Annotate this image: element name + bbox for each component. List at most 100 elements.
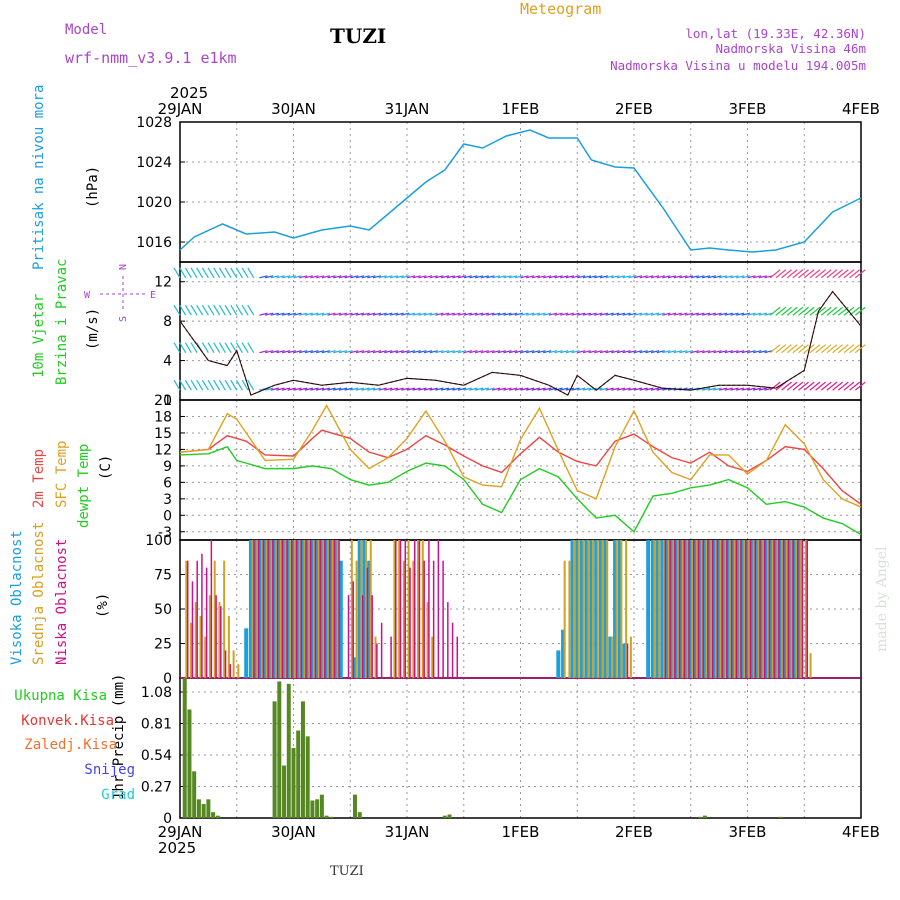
wind-barb xyxy=(656,350,665,354)
wind-barb xyxy=(701,275,711,279)
cloud-bar xyxy=(726,540,728,678)
wind-barb xyxy=(384,387,393,391)
wind-barb xyxy=(190,342,198,353)
wind-barb xyxy=(310,275,319,279)
cloud-bar xyxy=(315,540,320,678)
wind-barb xyxy=(270,275,279,279)
cloud-bar xyxy=(721,540,726,678)
wind-barb xyxy=(837,269,849,279)
wind-barb xyxy=(270,387,279,391)
wind-barb xyxy=(514,387,523,391)
cloud-bar xyxy=(251,540,254,678)
cloud-bar xyxy=(371,595,373,678)
cloud-bar xyxy=(263,540,268,678)
wind-barb xyxy=(446,312,455,316)
wind-barb xyxy=(361,387,370,391)
wind-barb xyxy=(235,304,243,316)
cloud-bar xyxy=(769,540,774,678)
cloud-bar xyxy=(740,540,742,678)
wind-barb xyxy=(406,387,416,391)
wind-barb xyxy=(645,312,654,316)
y-tick-label: 0 xyxy=(163,811,172,827)
cloud-bar xyxy=(265,540,268,678)
wind-barb xyxy=(241,379,249,391)
cloud-bar xyxy=(360,540,363,678)
y-tick-label: 25 xyxy=(154,637,172,653)
temp-line-0 xyxy=(179,429,862,505)
cloud-bar xyxy=(686,540,689,678)
wind-barb xyxy=(775,344,787,354)
wind-speed-line xyxy=(179,290,862,396)
cloud-bar xyxy=(276,540,279,678)
wind-barb xyxy=(497,275,506,279)
wind-barb xyxy=(826,269,838,279)
wind-barb xyxy=(809,344,821,354)
wind-barb xyxy=(429,387,438,391)
wind-barb xyxy=(577,350,586,354)
cloud-bar xyxy=(294,540,297,678)
precip-bar xyxy=(447,814,452,818)
cloud-bar xyxy=(277,540,282,678)
wind-barb xyxy=(656,275,665,279)
cloud-bar xyxy=(279,540,282,678)
wind-barb xyxy=(826,381,838,391)
cloud-bar xyxy=(191,581,194,678)
cloud-bar xyxy=(603,540,608,678)
wind-barb xyxy=(457,350,467,354)
wind-barb xyxy=(611,275,620,279)
wind-barb xyxy=(480,312,489,316)
model-altitude-text: Nadmorska Visina u modelu 194.005m xyxy=(610,58,866,73)
wind-barb xyxy=(474,312,484,316)
wind-barb xyxy=(350,312,359,316)
wind-barb xyxy=(605,387,614,391)
wind-barb xyxy=(809,306,821,316)
cloud-bar xyxy=(260,540,263,678)
wind-barb xyxy=(696,312,705,316)
cloud-bar xyxy=(669,540,671,678)
wind-barb xyxy=(616,312,626,316)
wind-barb xyxy=(486,350,495,354)
wind-barb xyxy=(389,350,399,354)
wind-barb xyxy=(662,350,671,354)
year-bottom: 2025 xyxy=(158,839,196,857)
wind-barb xyxy=(480,275,489,279)
wind-barb xyxy=(571,387,580,391)
wind-barb xyxy=(378,275,387,279)
compass-e: E xyxy=(150,290,156,301)
wind-barb xyxy=(843,269,855,279)
cloud-bar xyxy=(792,540,794,678)
wind-barb xyxy=(684,275,694,279)
wind-barb xyxy=(820,344,832,354)
cloud-bar xyxy=(208,595,211,678)
altitude-text: Nadmorska Visina 46m xyxy=(715,41,866,56)
wind-barb xyxy=(588,387,597,391)
wind-barb xyxy=(218,304,226,316)
cloud-bar xyxy=(762,540,765,678)
wind-barb xyxy=(367,387,376,391)
wind-barb xyxy=(724,275,733,279)
wind-barb xyxy=(730,387,739,391)
panel-frame xyxy=(179,399,862,541)
cloud-bar xyxy=(324,540,329,678)
wind-barb xyxy=(815,381,826,391)
wind-barb xyxy=(293,387,302,391)
cloud-bar xyxy=(664,540,667,678)
cloud-bar xyxy=(210,540,213,678)
cloud-bar xyxy=(347,595,350,678)
cloud-bar xyxy=(672,540,675,678)
wind-barb xyxy=(718,350,728,354)
wind-barb xyxy=(718,275,728,279)
cloud-bar xyxy=(617,540,622,678)
wind-barb xyxy=(304,387,313,391)
cloud-bar xyxy=(806,540,808,678)
cloud-bar xyxy=(270,540,273,678)
wind-barb xyxy=(173,267,181,279)
cloud-bar xyxy=(286,540,291,678)
wind-barb xyxy=(440,350,450,354)
y-tick-label: 0 xyxy=(163,671,172,687)
cloud-bar xyxy=(620,540,623,678)
wind-barb xyxy=(469,275,478,279)
wind-barb xyxy=(548,312,558,316)
wind-barb xyxy=(769,306,781,316)
wind-barb xyxy=(230,267,238,279)
